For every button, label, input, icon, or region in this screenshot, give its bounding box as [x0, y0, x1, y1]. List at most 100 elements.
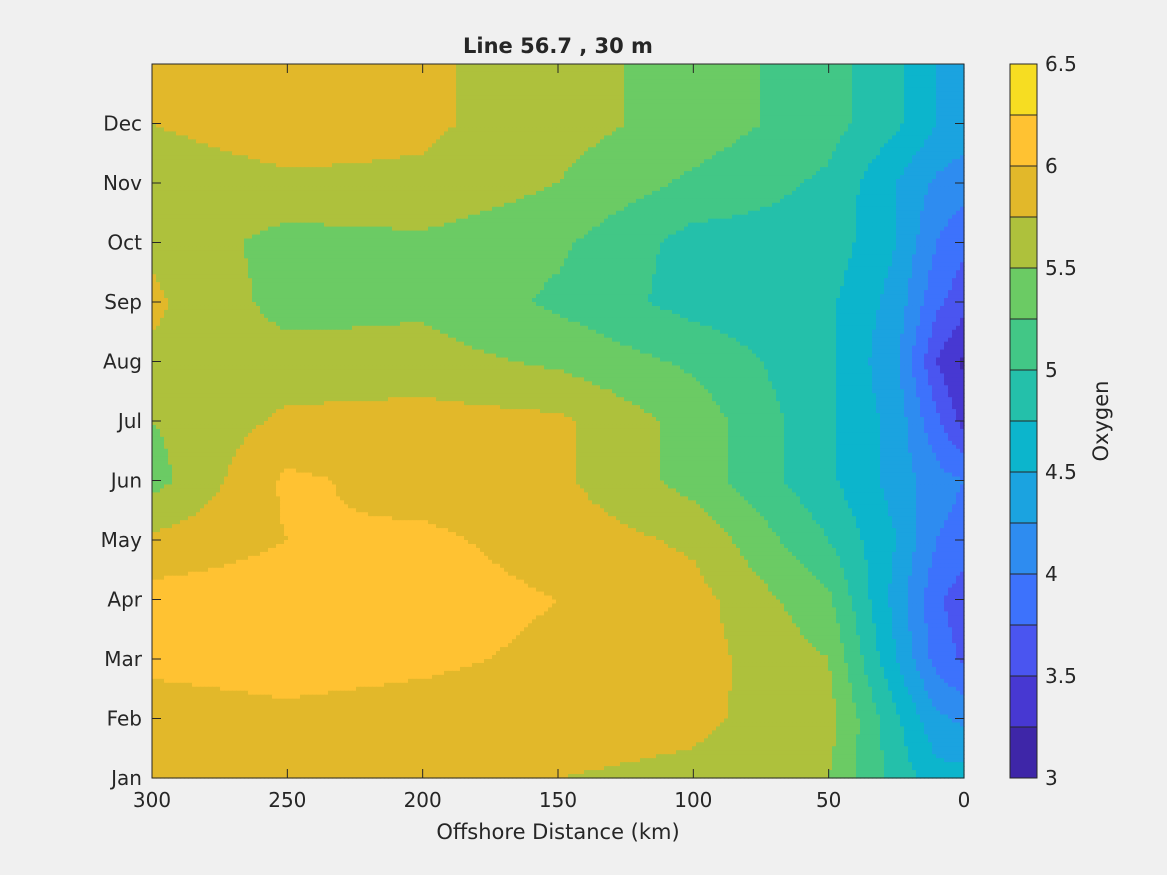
contour-cell: [656, 104, 661, 109]
contour-cell: [512, 96, 517, 101]
contour-cell: [480, 124, 485, 129]
contour-cell: [844, 112, 849, 117]
contour-cell: [936, 124, 941, 129]
contour-cell: [152, 139, 157, 144]
contour-cell: [932, 68, 937, 73]
contour-cell: [700, 96, 705, 101]
contour-cell: [476, 100, 481, 105]
contour-cell: [220, 64, 225, 69]
contour-cell: [640, 72, 645, 77]
contour-cell: [788, 92, 793, 97]
contour-cell: [836, 68, 841, 73]
contour-cell: [744, 131, 749, 136]
contour-cell: [156, 68, 161, 73]
contour-cell: [580, 64, 585, 69]
contour-cell: [248, 127, 253, 132]
contour-cell: [468, 124, 473, 129]
contour-cell: [456, 131, 461, 136]
contour-cell: [832, 88, 837, 93]
contour-cell: [200, 80, 205, 85]
contour-cell: [404, 135, 409, 140]
contour-cell: [628, 112, 633, 117]
contour-cell: [704, 131, 709, 136]
contour-cell: [952, 127, 957, 132]
contour-cell: [424, 88, 429, 93]
contour-cell: [736, 96, 741, 101]
contour-cell: [296, 135, 301, 140]
contour-cell: [652, 76, 657, 81]
contour-cell: [620, 72, 625, 77]
contour-cell: [804, 76, 809, 81]
contour-cell: [352, 127, 357, 132]
contour-cell: [560, 135, 565, 140]
contour-cell: [772, 124, 777, 129]
contour-cell: [916, 127, 921, 132]
contour-cell: [844, 100, 849, 105]
contour-cell: [336, 68, 341, 73]
contour-cell: [608, 68, 613, 73]
contour-cell: [712, 108, 717, 113]
contour-cell: [592, 104, 597, 109]
contour-cell: [860, 96, 865, 101]
contour-cell: [252, 100, 257, 105]
contour-cell: [880, 124, 885, 129]
contour-cell: [816, 96, 821, 101]
contour-cell: [348, 72, 353, 77]
contour-cell: [872, 131, 877, 136]
contour-cell: [824, 116, 829, 121]
contour-cell: [452, 64, 457, 69]
contour-cell: [740, 127, 745, 132]
contour-cell: [212, 124, 217, 129]
contour-cell: [780, 92, 785, 97]
contour-cell: [368, 112, 373, 117]
contour-cell: [652, 120, 657, 125]
contour-cell: [484, 131, 489, 136]
contour-cell: [928, 124, 933, 129]
contour-cell: [416, 127, 421, 132]
contour-cell: [840, 64, 845, 69]
contour-cell: [772, 76, 777, 81]
contour-cell: [836, 127, 841, 132]
contour-cell: [712, 120, 717, 125]
contour-cell: [956, 68, 961, 73]
contour-cell: [948, 64, 953, 69]
contour-cell: [896, 104, 901, 109]
contour-cell: [376, 92, 381, 97]
contour-cell: [948, 92, 953, 97]
contour-cell: [716, 127, 721, 132]
contour-cell: [584, 131, 589, 136]
contour-cell: [764, 112, 769, 117]
contour-cell: [808, 96, 813, 101]
contour-cell: [308, 131, 313, 136]
contour-cell: [268, 104, 273, 109]
contour-cell: [304, 84, 309, 89]
contour-cell: [528, 64, 533, 69]
contour-cell: [628, 96, 633, 101]
contour-cell: [204, 84, 209, 89]
contour-cell: [584, 92, 589, 97]
contour-cell: [288, 96, 293, 101]
contour-cell: [824, 68, 829, 73]
contour-cell: [928, 131, 933, 136]
contour-cell: [560, 96, 565, 101]
contour-cell: [692, 64, 697, 69]
contour-cell: [204, 72, 209, 77]
contour-cell: [240, 80, 245, 85]
contour-cell: [480, 139, 485, 144]
contour-cell: [956, 112, 961, 117]
contour-cell: [928, 64, 933, 69]
contour-cell: [768, 131, 773, 136]
contour-cell: [456, 84, 461, 89]
contour-cell: [700, 68, 705, 73]
contour-cell: [680, 80, 685, 85]
contour-cell: [504, 68, 509, 73]
contour-cell: [340, 68, 345, 73]
contour-cell: [156, 108, 161, 113]
contour-cell: [548, 76, 553, 81]
contour-cell: [944, 84, 949, 89]
contour-cell: [292, 72, 297, 77]
contour-cell: [184, 135, 189, 140]
contour-cell: [756, 127, 761, 132]
contour-cell: [600, 131, 605, 136]
contour-cell: [308, 127, 313, 132]
